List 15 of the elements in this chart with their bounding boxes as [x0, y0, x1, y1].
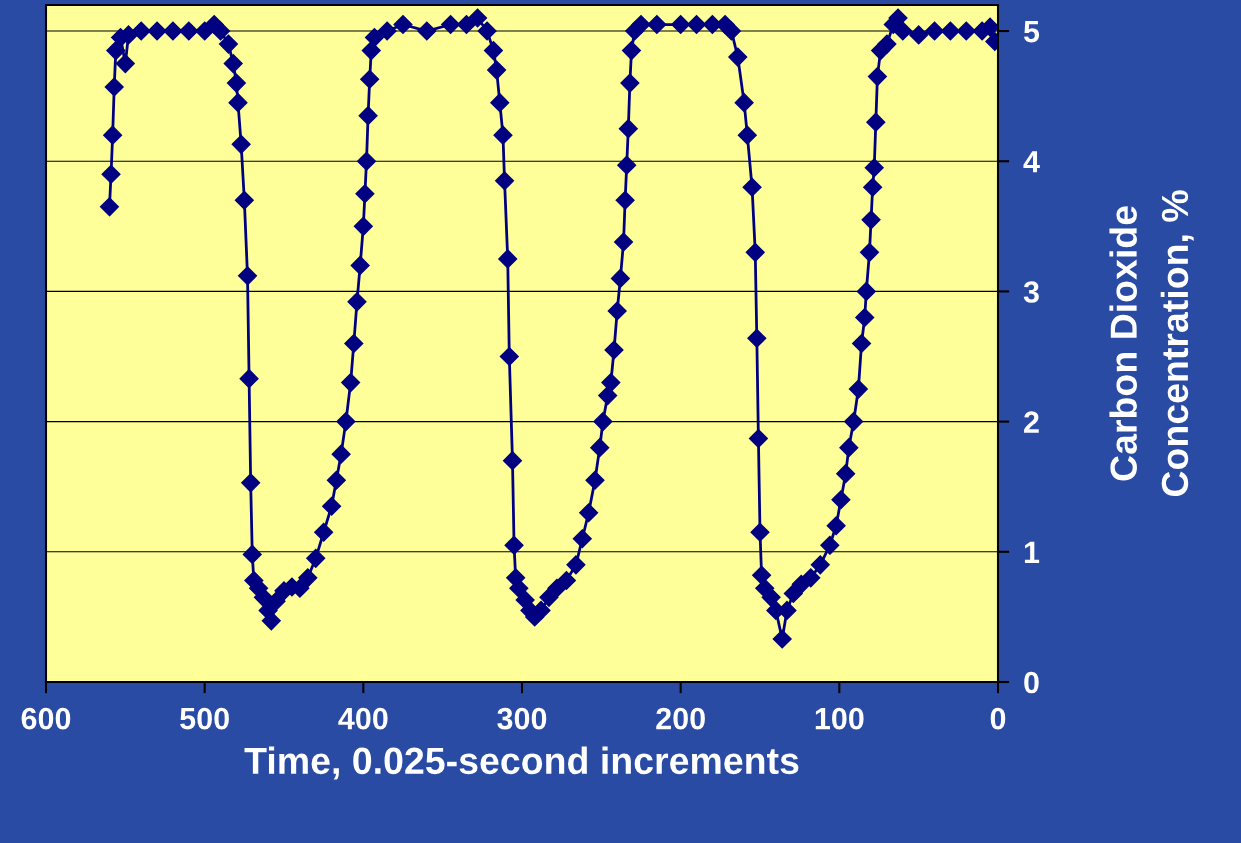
x-tick-label: 500: [180, 707, 229, 730]
x-tick-label: 300: [497, 707, 547, 730]
y-tick-label: 1: [1024, 541, 1040, 563]
x-tick-label: 400: [338, 707, 388, 730]
x-tick-label: 200: [656, 707, 705, 730]
x-tick-label: 0: [990, 707, 1006, 730]
y-tick-label: 0: [1024, 671, 1039, 694]
y-tick-label: 3: [1023, 281, 1039, 303]
x-tick-label: 600: [21, 707, 71, 730]
y-tick-label: 5: [1023, 21, 1040, 43]
y-tick-label: 4: [1023, 151, 1040, 173]
x-tick-label: 100: [815, 707, 864, 730]
y-tick-label: 2: [1024, 411, 1039, 433]
y-axis-title: Carbon Dioxide Concentration, %: [1109, 190, 1194, 497]
x-axis-title: Time, 0.025-second increments: [244, 746, 799, 780]
